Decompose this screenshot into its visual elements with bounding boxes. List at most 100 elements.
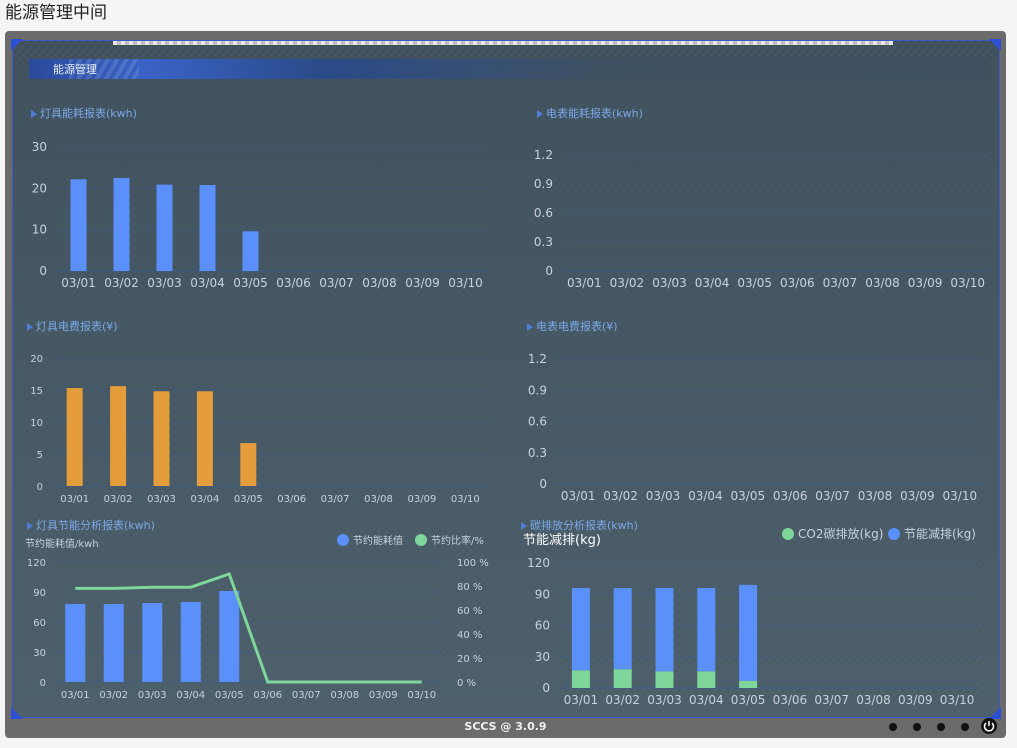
indicator-dot[interactable]: [889, 723, 897, 731]
arrow-icon: [31, 110, 37, 118]
x-tick-label: 03/05: [215, 690, 244, 701]
y-tick-label: 10: [32, 223, 47, 237]
indicator-dot[interactable]: [961, 723, 969, 731]
x-tick-label: 03/04: [688, 489, 723, 503]
arrow-icon: [537, 110, 543, 118]
bar: [103, 604, 124, 682]
arrow-icon: [527, 323, 533, 331]
y2-tick-label: 0 %: [457, 678, 476, 689]
y-tick-label: 90: [33, 588, 46, 599]
x-tick-label: 03/05: [731, 693, 766, 707]
indicator-dot[interactable]: [937, 723, 945, 731]
stacked-bar-segment: [571, 670, 590, 688]
x-tick-label: 03/06: [773, 489, 808, 503]
x-tick-label: 03/03: [646, 489, 681, 503]
x-tick-label: 03/07: [292, 690, 321, 701]
indicator-dot[interactable]: [913, 723, 921, 731]
power-icon[interactable]: [981, 718, 997, 734]
y2-tick-label: 100 %: [457, 558, 489, 569]
section-title-text: 电表电费报表(¥): [536, 320, 618, 333]
x-tick-label: 03/09: [405, 276, 440, 290]
y-tick-label: 30: [33, 648, 46, 659]
bar: [156, 184, 173, 271]
x-tick-label: 03/06: [276, 276, 311, 290]
x-tick-label: 03/05: [234, 494, 263, 505]
x-tick-label: 03/03: [147, 276, 182, 290]
x-tick-label: 03/04: [176, 690, 205, 701]
y-tick-label: 0.9: [528, 383, 547, 397]
bar: [65, 604, 86, 682]
y-tick-label: 5: [37, 450, 43, 461]
x-tick-label: 03/04: [689, 693, 724, 707]
ratio-line: [75, 572, 422, 684]
section-title-text: 灯具能耗报表(kwh): [40, 107, 137, 120]
bar: [196, 391, 213, 486]
x-tick-label: 03/08: [362, 276, 397, 290]
dashboard-header: 能源管理: [29, 59, 989, 79]
bar: [110, 386, 127, 486]
x-tick-label: 03/07: [814, 693, 849, 707]
x-tick-label: 03/05: [731, 489, 766, 503]
legend-marker: [337, 534, 349, 546]
x-tick-label: 03/10: [448, 276, 483, 290]
legend-marker: [782, 528, 794, 540]
y-tick-label: 0.6: [534, 206, 553, 220]
x-tick-label: 03/10: [451, 494, 480, 505]
x-tick-label: 03/02: [603, 489, 638, 503]
arrow-icon: [27, 522, 33, 530]
bar: [180, 602, 201, 682]
y-tick-label: 15: [30, 386, 43, 397]
top-decoration: [113, 41, 893, 45]
bar: [66, 388, 83, 486]
x-tick-label: 03/09: [898, 693, 933, 707]
y2-tick-label: 40 %: [457, 630, 482, 641]
x-tick-label: 03/01: [60, 494, 89, 505]
y2-tick-label: 60 %: [457, 606, 482, 617]
y-tick-label: 0: [542, 681, 550, 695]
x-tick-label: 03/01: [61, 690, 90, 701]
bar: [113, 178, 130, 271]
x-tick-label: 03/07: [823, 276, 858, 290]
y-tick-label: 60: [33, 618, 46, 629]
stacked-bar-segment: [655, 588, 674, 672]
x-tick-label: 03/06: [253, 690, 282, 701]
x-tick-label: 03/03: [647, 693, 682, 707]
x-tick-label: 03/06: [773, 693, 808, 707]
y-tick-label: 0.3: [534, 235, 553, 249]
x-tick-label: 03/01: [564, 693, 599, 707]
y-tick-label: 120: [27, 558, 46, 569]
bar: [153, 391, 170, 486]
x-tick-label: 03/10: [950, 276, 985, 290]
stacked-bar-segment: [739, 680, 758, 688]
legend-label: 节约能耗值: [353, 534, 403, 547]
stacked-bar-segment: [697, 588, 716, 672]
y-axis-label: 节约能耗值/kwh: [25, 537, 99, 550]
section-title-lamp-saving: 灯具节能分析报表(kwh): [27, 517, 155, 533]
section-title-meter-energy: 电表能耗报表(kwh): [537, 105, 643, 121]
y2-tick-label: 80 %: [457, 582, 482, 593]
bar: [240, 443, 257, 486]
y-tick-label: 30: [535, 650, 550, 664]
y-tick-label: 0: [545, 264, 553, 278]
y-tick-label: 1.2: [528, 352, 547, 366]
section-title-text: 灯具节能分析报表(kwh): [36, 519, 155, 532]
x-tick-label: 03/04: [695, 276, 730, 290]
x-tick-label: 03/03: [147, 494, 176, 505]
legend-label: 节约比率/%: [431, 534, 484, 547]
x-tick-label: 03/09: [908, 276, 943, 290]
bar: [70, 179, 87, 271]
x-tick-label: 03/08: [858, 489, 893, 503]
dashboard-screen: 能源管理 灯具能耗报表(kwh) 电表能耗报表(kwh) 灯具电费报表(¥) 电…: [11, 39, 1001, 719]
x-tick-label: 03/10: [940, 693, 975, 707]
y-tick-label: 10: [30, 418, 43, 429]
y-tick-label: 20: [32, 181, 47, 195]
x-tick-label: 03/02: [104, 494, 133, 505]
legend-label: 节能减排(kg): [904, 527, 976, 541]
bar: [199, 185, 216, 271]
y-tick-label: 0.6: [528, 415, 547, 429]
section-title-meter-cost: 电表电费报表(¥): [527, 318, 618, 334]
y-tick-label: 0: [40, 678, 46, 689]
y-tick-label: 0: [39, 264, 47, 278]
x-tick-label: 03/09: [407, 494, 436, 505]
bar: [242, 231, 259, 271]
